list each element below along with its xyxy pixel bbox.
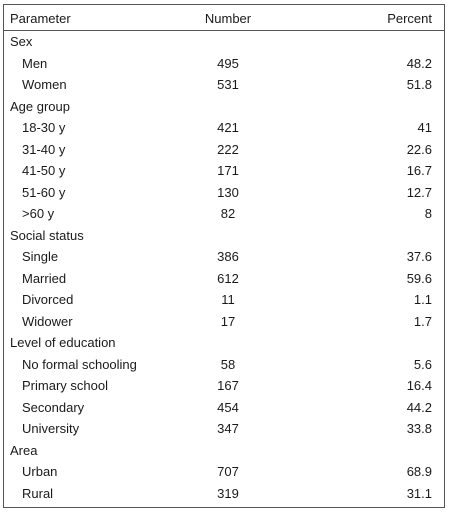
percent-cell: 44.2 <box>406 399 432 415</box>
data-row: Single 386 37.6 <box>4 246 444 267</box>
percent-cell: 5.6 <box>413 356 432 372</box>
header-cell: Percent <box>387 11 432 26</box>
percent-cell: 1.7 <box>413 313 432 329</box>
data-row: Urban 707 68.9 <box>4 461 444 482</box>
row-label: Urban <box>22 464 58 479</box>
data-row: Primary school 167 16.4 <box>4 375 444 396</box>
percent-cell: 59.6 <box>406 270 432 286</box>
number-cell: 347 <box>217 421 239 436</box>
number-cell: 421 <box>217 120 239 135</box>
row-label: 41-50 y <box>22 163 66 178</box>
header-rule <box>4 30 444 31</box>
data-row: Married 612 59.6 <box>4 268 444 289</box>
header-cell: Parameter <box>10 11 71 26</box>
number-cell: 11 <box>221 292 235 307</box>
number-cell: 58 <box>220 356 236 372</box>
row-label: Widower <box>22 313 73 329</box>
number-cell: 171 <box>217 163 239 178</box>
number-cell: 130 <box>217 184 239 200</box>
data-row: 18-30 y 421 41 <box>4 117 444 138</box>
percent-cell: 1.1 <box>413 292 432 307</box>
row-label: Primary school <box>22 378 108 393</box>
percent-cell: 16.7 <box>406 163 432 178</box>
percent-cell: 22.6 <box>406 141 432 157</box>
data-row: >60 y 82 8 <box>4 203 444 224</box>
data-row: No formal schooling 58 5.6 <box>4 354 444 375</box>
data-row: Widower 17 1.7 <box>4 311 444 332</box>
row-label: 51-60 y <box>22 184 66 200</box>
number-cell: 167 <box>217 378 239 393</box>
percent-cell: 48.2 <box>406 55 432 71</box>
row-label: 18-30 y <box>22 120 66 135</box>
percent-cell: 68.9 <box>406 464 432 479</box>
row-label: Men <box>22 55 48 71</box>
header-cell: Number <box>204 11 252 26</box>
data-row: Divorced 11 1.1 <box>4 289 444 310</box>
number-cell: 386 <box>217 249 239 264</box>
row-label: Single <box>22 249 59 264</box>
row-label: Divorced <box>22 292 74 307</box>
percent-cell: 8 <box>424 206 432 221</box>
group-label: Social status <box>10 227 84 243</box>
header-row: Parameter Number Percent <box>4 8 444 29</box>
number-cell: 17 <box>220 313 236 329</box>
row-label: No formal schooling <box>22 356 137 372</box>
row-label: 31-40 y <box>22 141 66 157</box>
number-cell: 707 <box>217 464 239 479</box>
data-row: 51-60 y 130 12.7 <box>4 182 444 203</box>
percent-cell: 37.6 <box>406 249 432 264</box>
group-row: Level of education <box>4 332 444 353</box>
row-label: University <box>22 421 80 436</box>
data-row: 41-50 y 171 16.7 <box>4 160 444 181</box>
percent-cell: 51.8 <box>406 77 432 92</box>
row-label: Secondary <box>22 399 85 415</box>
percent-cell: 12.7 <box>406 184 432 200</box>
group-row: Area <box>4 440 444 461</box>
group-row: Sex <box>4 31 444 52</box>
data-row: Rural 319 31.1 <box>4 483 444 504</box>
group-label: Area <box>10 442 38 458</box>
row-label: Rural <box>22 485 54 501</box>
data-row: 31-40 y 222 22.6 <box>4 139 444 160</box>
percent-cell: 16.4 <box>406 378 432 393</box>
row-label: >60 y <box>22 206 55 221</box>
row-label: Women <box>22 77 67 92</box>
percent-cell: 33.8 <box>406 421 432 436</box>
data-row: University 347 33.8 <box>4 418 444 439</box>
data-row: Women 531 51.8 <box>4 74 444 95</box>
number-cell: 495 <box>217 55 239 71</box>
group-label: Level of education <box>10 335 116 350</box>
number-cell: 454 <box>217 399 239 415</box>
group-row: Age group <box>4 96 444 117</box>
row-label: Married <box>22 270 67 286</box>
table: Parameter Number Percent Sex Men 495 48.2 Wo… <box>3 4 445 508</box>
group-row: Social status <box>4 225 444 246</box>
group-label: Sex <box>10 34 33 49</box>
number-cell: 222 <box>217 141 239 157</box>
data-row: Men 495 48.2 <box>4 53 444 74</box>
number-cell: 612 <box>217 270 239 286</box>
number-cell: 531 <box>217 77 239 92</box>
percent-cell: 31.1 <box>406 485 432 501</box>
group-label: Age group <box>10 98 70 114</box>
percent-cell: 41 <box>417 120 432 135</box>
data-row: Secondary 454 44.2 <box>4 397 444 418</box>
number-cell: 319 <box>217 485 239 501</box>
number-cell: 82 <box>220 206 236 221</box>
